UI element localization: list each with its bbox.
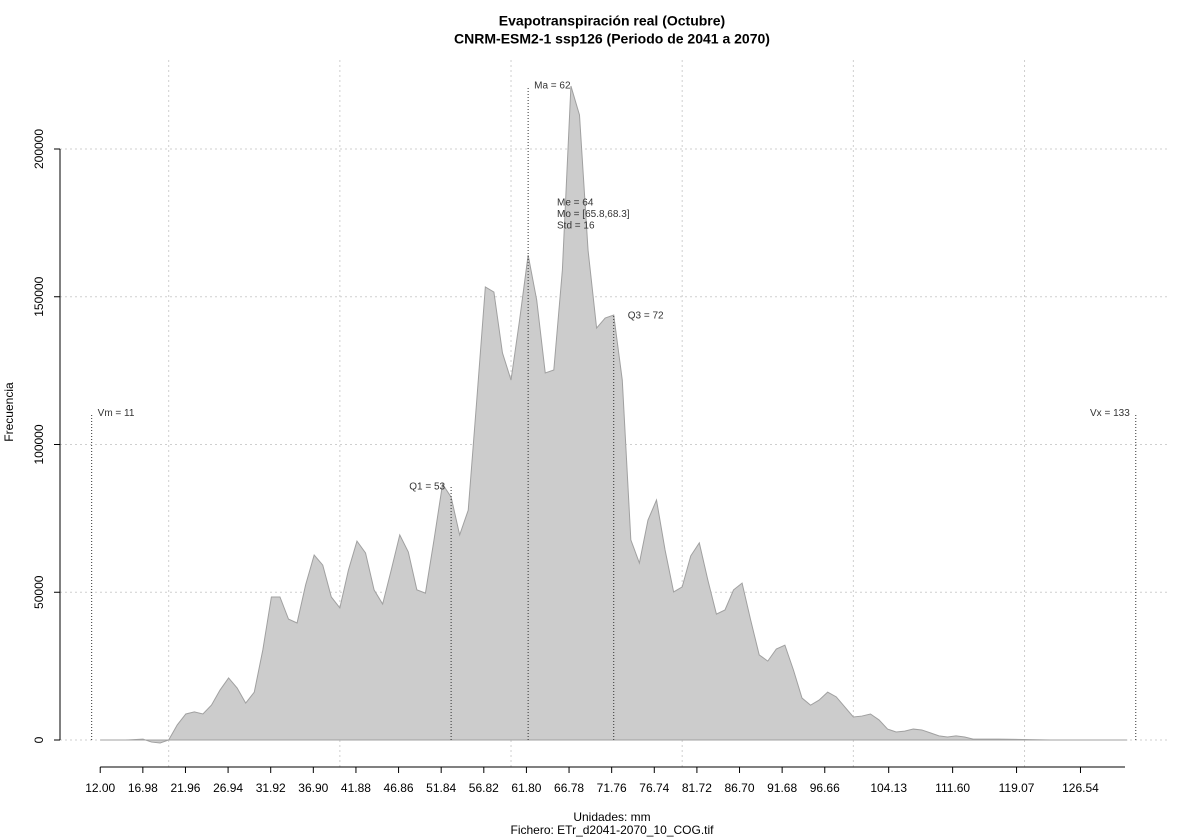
stats-label: Me = 64 bbox=[557, 198, 594, 209]
y-tick-label: 200000 bbox=[32, 129, 46, 169]
x-tick-label: 111.60 bbox=[935, 781, 970, 795]
x-tick-label: 91.68 bbox=[767, 781, 797, 795]
y-tick-label: 150000 bbox=[32, 276, 46, 316]
x-tick-label: 12.00 bbox=[85, 781, 115, 795]
x-tick-label: 56.82 bbox=[469, 781, 499, 795]
stats-label: Mo = [65.8,68.3] bbox=[557, 209, 630, 220]
x-tick-label: 46.86 bbox=[384, 781, 414, 795]
y-axis-label: Frecuencia bbox=[2, 382, 16, 442]
x-tick-label: 66.78 bbox=[554, 781, 584, 795]
x-tick-label: 51.84 bbox=[426, 781, 456, 795]
annotation-label: Vx = 133 bbox=[1090, 408, 1130, 419]
x-tick-label: 71.76 bbox=[597, 781, 627, 795]
x-tick-label: 41.88 bbox=[341, 781, 371, 795]
x-tick-label: 119.07 bbox=[999, 781, 1035, 795]
y-tick-label: 100000 bbox=[32, 424, 46, 464]
x-tick-label: 86.70 bbox=[725, 781, 755, 795]
stats-label: Std = 16 bbox=[557, 221, 595, 232]
x-tick-label: 16.98 bbox=[128, 781, 158, 795]
x-tick-label: 26.94 bbox=[213, 781, 243, 795]
y-tick-label: 0 bbox=[32, 736, 46, 743]
annotation-label: Q1 = 53 bbox=[409, 482, 445, 493]
chart-subtitle: CNRM-ESM2-1 ssp126 (Periodo de 2041 a 20… bbox=[454, 31, 770, 47]
x-tick-label: 126.54 bbox=[1062, 781, 1099, 795]
y-tick-label: 50000 bbox=[32, 575, 46, 609]
area bbox=[100, 85, 1128, 744]
annotation-label: Vm = 11 bbox=[98, 408, 135, 419]
annotation-label: Ma = 62 bbox=[534, 81, 571, 92]
x-tick-label: 81.72 bbox=[682, 781, 712, 795]
x-tick-label: 104.13 bbox=[870, 781, 907, 795]
x-tick-label: 31.92 bbox=[256, 781, 286, 795]
x-tick-label: 36.90 bbox=[298, 781, 328, 795]
x-tick-label: 96.66 bbox=[810, 781, 840, 795]
x-tick-label: 61.80 bbox=[511, 781, 541, 795]
x-tick-label: 21.96 bbox=[170, 781, 200, 795]
x-axis-label: Unidades: mm bbox=[573, 810, 650, 824]
annotation-label: Q3 = 72 bbox=[628, 311, 664, 322]
caption: Fichero: ETr_d2041-2070_10_COG.tif bbox=[511, 823, 715, 837]
chart-title: Evapotranspiración real (Octubre) bbox=[499, 13, 725, 29]
x-tick-label: 76.74 bbox=[639, 781, 669, 795]
